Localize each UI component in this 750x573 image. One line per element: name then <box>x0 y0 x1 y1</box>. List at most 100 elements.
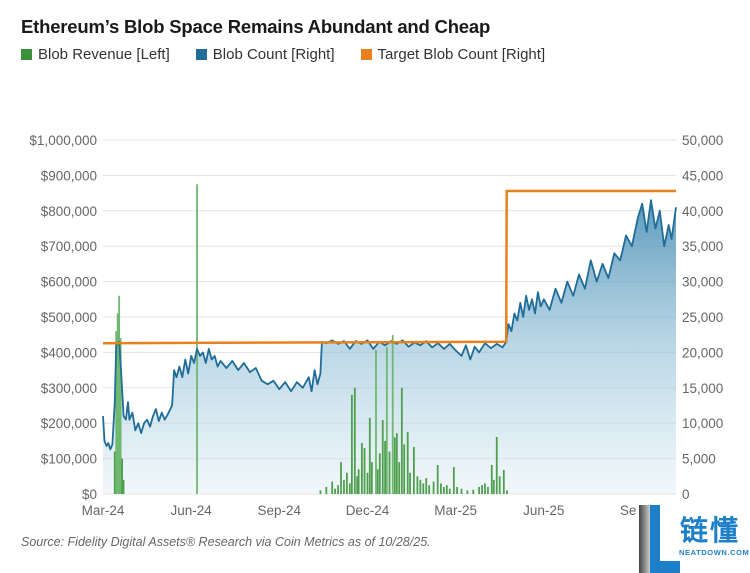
revenue-bar <box>478 486 481 494</box>
revenue-bar <box>350 394 353 494</box>
legend-swatch-green <box>21 49 32 60</box>
x-tick-label: Sep-24 <box>258 503 302 518</box>
revenue-bar <box>121 458 123 494</box>
revenue-bar <box>388 451 391 494</box>
chart-title: Ethereum’s Blob Space Remains Abundant a… <box>21 16 491 37</box>
revenue-bar <box>492 479 495 494</box>
left-tick-label: $300,000 <box>41 381 97 396</box>
revenue-bar <box>378 453 381 494</box>
revenue-bar <box>452 467 455 494</box>
revenue-bar <box>337 485 339 494</box>
revenue-bar <box>448 488 451 494</box>
watermark-sub: NEATDOWN.COM <box>679 548 750 557</box>
x-tick-label: Jun-25 <box>523 503 564 518</box>
right-tick-label: 10,000 <box>682 416 723 431</box>
logo-l-icon <box>639 505 680 573</box>
revenue-bar <box>406 432 409 494</box>
watermark-logo: 链懂 NEATDOWN.COM <box>636 503 750 573</box>
right-tick-label: 30,000 <box>682 275 723 290</box>
right-tick-label: 20,000 <box>682 345 723 360</box>
revenue-bar <box>343 479 345 494</box>
revenue-bar <box>412 446 415 494</box>
blob-count-area <box>103 200 676 494</box>
revenue-bar <box>356 476 359 494</box>
right-tick-label: 35,000 <box>682 239 723 254</box>
revenue-bar <box>498 476 501 494</box>
x-tick-label: Mar-25 <box>434 503 477 518</box>
left-tick-label: $100,000 <box>41 452 97 467</box>
revenue-bar <box>196 184 198 494</box>
right-tick-label: 5,000 <box>682 452 716 467</box>
left-tick-label: $800,000 <box>41 204 97 219</box>
revenue-bar <box>360 443 363 494</box>
revenue-bar <box>340 462 342 494</box>
revenue-bar <box>381 420 384 494</box>
revenue-bar <box>432 481 435 494</box>
revenue-bar <box>391 335 394 494</box>
revenue-bar <box>122 479 125 494</box>
revenue-bar <box>422 483 425 494</box>
legend-item-target: Target Blob Count [Right] <box>360 46 546 63</box>
left-tick-label: $200,000 <box>41 416 97 431</box>
left-tick-label: $400,000 <box>41 345 97 360</box>
revenue-bar <box>456 486 458 494</box>
revenue-bar <box>442 486 445 494</box>
revenue-bar <box>366 472 369 494</box>
revenue-bar <box>481 485 483 494</box>
revenue-bar <box>118 295 121 494</box>
legend-swatch-blue <box>195 49 207 60</box>
revenue-bar <box>419 479 422 494</box>
revenue-bar <box>400 387 403 494</box>
revenue-bar <box>116 313 119 494</box>
x-tick-label: Jun-24 <box>171 503 213 518</box>
x-tick-label: Mar-24 <box>82 503 125 518</box>
revenue-bar <box>403 444 406 494</box>
legend-label: Blob Count [Right] <box>212 46 335 63</box>
x-tick-label: Dec-24 <box>346 503 390 518</box>
revenue-bar <box>113 451 116 494</box>
revenue-bar <box>466 490 469 494</box>
right-tick-label: 15,000 <box>682 381 723 396</box>
revenue-bar <box>370 462 373 494</box>
revenue-bar <box>384 440 386 494</box>
revenue-bar <box>395 433 398 494</box>
revenue-bar <box>319 490 322 494</box>
revenue-bar <box>348 483 351 494</box>
revenue-bar <box>506 490 508 494</box>
revenue-bar <box>375 349 377 494</box>
watermark-text: 链懂 <box>680 515 741 546</box>
left-tick-label: $900,000 <box>41 168 97 183</box>
right-tick-label: 45,000 <box>682 168 723 183</box>
revenue-bar <box>502 469 505 494</box>
target-blob-count-line <box>102 189 676 345</box>
revenue-bar <box>331 481 334 494</box>
legend-item-blob-count: Blob Count [Right] <box>195 46 335 63</box>
legend-label: Target Blob Count [Right] <box>377 46 546 63</box>
revenue-bar <box>398 462 401 494</box>
revenue-bar <box>490 464 493 494</box>
left-tick-label: $0 <box>82 487 97 502</box>
revenue-bar <box>460 488 463 494</box>
revenue-bar <box>376 469 379 494</box>
revenue-bar <box>357 469 360 494</box>
revenue-bar <box>416 476 419 494</box>
legend-label: Blob Revenue [Left] <box>38 46 170 63</box>
right-tick-label: 25,000 <box>682 310 723 325</box>
revenue-bar <box>334 488 337 494</box>
legend-swatch-orange <box>360 49 372 60</box>
revenue-bar <box>495 437 498 494</box>
revenue-bar <box>345 472 348 494</box>
left-tick-label: $1,000,000 <box>29 133 97 148</box>
right-tick-label: 50,000 <box>682 133 723 148</box>
revenue-bar <box>363 447 366 494</box>
left-tick-label: $600,000 <box>41 275 97 290</box>
revenue-bar <box>425 478 428 494</box>
revenue-bar <box>472 489 475 494</box>
legend-item-revenue: Blob Revenue [Left] <box>21 46 170 63</box>
revenue-bar <box>325 486 328 494</box>
revenue-bar <box>436 464 439 494</box>
revenue-bar <box>368 417 371 494</box>
revenue-bar <box>115 331 118 494</box>
revenue-bar <box>393 437 396 494</box>
